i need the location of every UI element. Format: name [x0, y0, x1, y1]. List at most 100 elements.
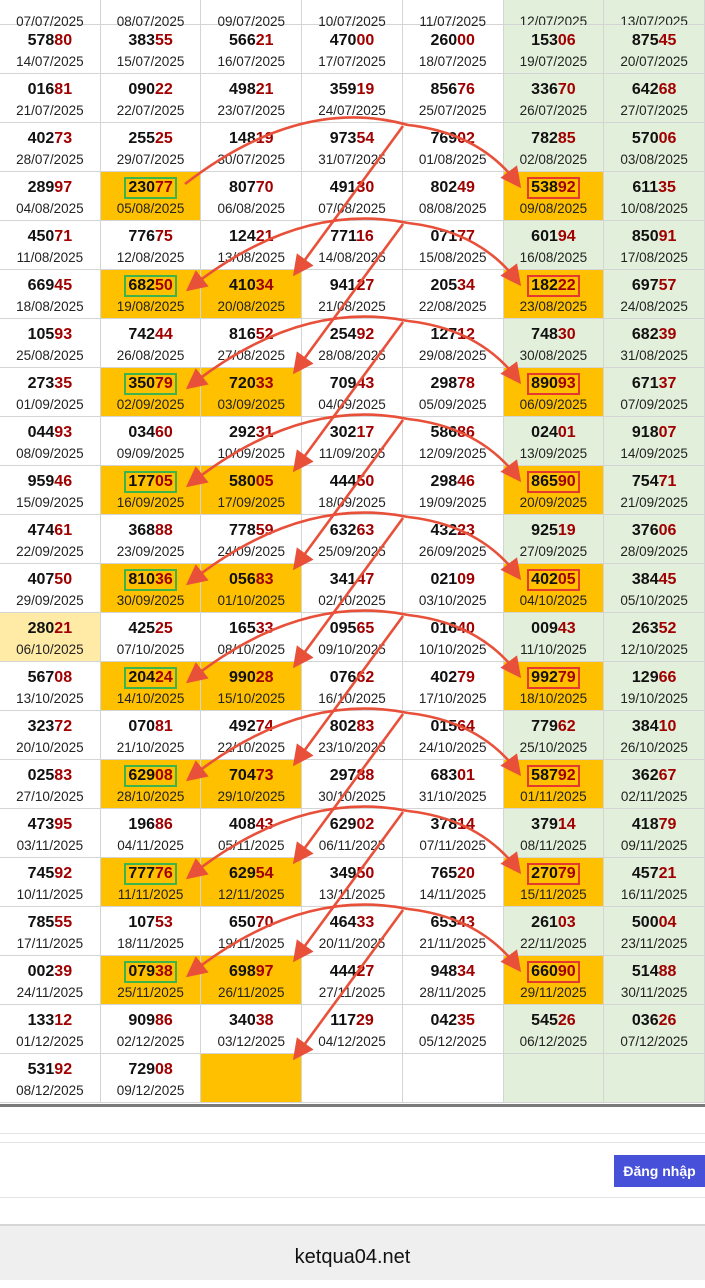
number-tail: 50 — [356, 865, 375, 882]
number-head: 444 — [329, 963, 357, 980]
number-tail: 86 — [457, 424, 475, 441]
login-button[interactable]: Đăng nhập — [614, 1155, 705, 1187]
result-number: 57006 — [628, 128, 681, 150]
result-cell: 27335 01/09/2025 — [0, 368, 101, 417]
result-number: 34038 — [225, 1010, 278, 1032]
result-cell: 40843 05/11/2025 — [201, 809, 303, 858]
result-cell: 08/07/2025 — [100, 0, 202, 29]
number-head: 629 — [229, 865, 256, 882]
number-tail: 92 — [54, 1061, 73, 1078]
number-head: 990 — [229, 669, 256, 686]
number-head: 177 — [128, 473, 156, 490]
result-date: 14/07/2025 — [16, 54, 84, 69]
result-cell: 19686 04/11/2025 — [100, 809, 202, 858]
result-number: 68250 — [124, 275, 177, 297]
result-number: 64268 — [628, 79, 681, 101]
result-number: 53192 — [24, 1059, 77, 1081]
number-head: 359 — [329, 81, 357, 98]
number-tail: 25 — [155, 620, 173, 637]
result-date: 31/10/2025 — [418, 789, 487, 804]
number-tail: 86 — [155, 1012, 173, 1029]
result-cell: 38445 05/10/2025 — [604, 564, 705, 613]
result-cell: 20534 22/08/2025 — [402, 270, 504, 319]
result-cell: 00943 11/10/2025 — [503, 613, 605, 662]
result-cell: 40273 28/07/2025 — [0, 123, 101, 172]
number-tail: 39 — [658, 326, 677, 343]
number-head: 745 — [27, 865, 55, 882]
result-date: 23/10/2025 — [318, 740, 386, 755]
result-number: 28021 — [24, 618, 77, 640]
result-date: 18/10/2025 — [519, 691, 588, 706]
number-tail: 06 — [557, 32, 576, 49]
number-tail: 33 — [255, 375, 274, 392]
result-cell: 51488 30/11/2025 — [604, 956, 705, 1005]
result-number: 81036 — [124, 569, 177, 591]
number-tail: 21 — [255, 32, 274, 49]
result-date: 17/09/2025 — [217, 495, 286, 510]
number-tail: 38 — [255, 1012, 274, 1029]
number-head: 948 — [430, 963, 458, 980]
number-head: 698 — [229, 963, 256, 980]
result-cell: 72908 09/12/2025 — [100, 1054, 202, 1103]
result-date: 17/08/2025 — [620, 250, 688, 265]
number-head: 959 — [27, 473, 55, 490]
result-cell: 18222 23/08/2025 — [503, 270, 605, 319]
result-cell: 10593 25/08/2025 — [0, 319, 101, 368]
result-date: 19/10/2025 — [620, 691, 688, 706]
number-head: 378 — [430, 816, 458, 833]
result-cell: 25525 29/07/2025 — [100, 123, 202, 172]
result-number: 78285 — [527, 128, 580, 150]
number-tail: 65 — [356, 620, 375, 637]
result-cell: 04493 08/09/2025 — [0, 417, 101, 466]
result-date: 01/10/2025 — [217, 593, 286, 608]
result-number: 20534 — [426, 275, 479, 297]
number-tail: 26 — [658, 1012, 677, 1029]
number-head: 002 — [27, 963, 55, 980]
result-date: 23/08/2025 — [519, 299, 588, 314]
result-date: 25/08/2025 — [16, 348, 84, 363]
result-cell: 11/07/2025 — [402, 0, 504, 29]
result-number: 69757 — [628, 275, 681, 297]
result-date: 16/09/2025 — [116, 495, 185, 510]
result-date: 29/07/2025 — [116, 152, 185, 167]
result-number: 01640 — [426, 618, 479, 640]
number-head: 629 — [329, 816, 357, 833]
number-head: 570 — [631, 130, 659, 147]
number-head: 384 — [631, 718, 659, 735]
result-cell: 60194 16/08/2025 — [503, 221, 605, 270]
result-number: 65343 — [426, 912, 479, 934]
number-head: 538 — [531, 179, 558, 196]
result-cell: 97354 31/07/2025 — [302, 123, 403, 172]
number-tail: 73 — [54, 130, 73, 147]
result-date: 15/10/2025 — [217, 691, 286, 706]
number-tail: 97 — [54, 179, 73, 196]
result-cell: 69757 24/08/2025 — [604, 270, 705, 319]
result-cell: 27079 15/11/2025 — [503, 858, 605, 907]
number-tail: 90 — [557, 963, 576, 980]
result-number: 35919 — [326, 79, 379, 101]
result-number: 29231 — [225, 422, 278, 444]
result-cell: 62908 28/10/2025 — [100, 760, 202, 809]
result-cell: 54526 06/12/2025 — [503, 1005, 605, 1054]
number-tail: 35 — [457, 1012, 475, 1029]
result-cell: 07662 16/10/2025 — [302, 662, 403, 711]
number-tail: 72 — [54, 718, 73, 735]
number-head: 973 — [329, 130, 357, 147]
result-date: 21/08/2025 — [318, 299, 386, 314]
number-tail: 54 — [255, 865, 274, 882]
result-number: 70943 — [326, 373, 379, 395]
number-tail: 70 — [255, 179, 274, 196]
number-tail: 75 — [155, 228, 173, 245]
result-cell: 14819 30/07/2025 — [201, 123, 303, 172]
result-date: 11/08/2025 — [16, 250, 84, 265]
number-head: 491 — [329, 179, 357, 196]
number-tail: 93 — [54, 424, 73, 441]
result-cell: 99028 15/10/2025 — [201, 662, 303, 711]
result-date: 01/12/2025 — [16, 1034, 84, 1049]
number-head: 500 — [631, 914, 659, 931]
number-head: 016 — [430, 620, 458, 637]
number-head: 124 — [229, 228, 256, 245]
number-head: 270 — [531, 865, 558, 882]
result-date: 23/11/2025 — [620, 936, 688, 951]
number-head: 720 — [229, 375, 256, 392]
